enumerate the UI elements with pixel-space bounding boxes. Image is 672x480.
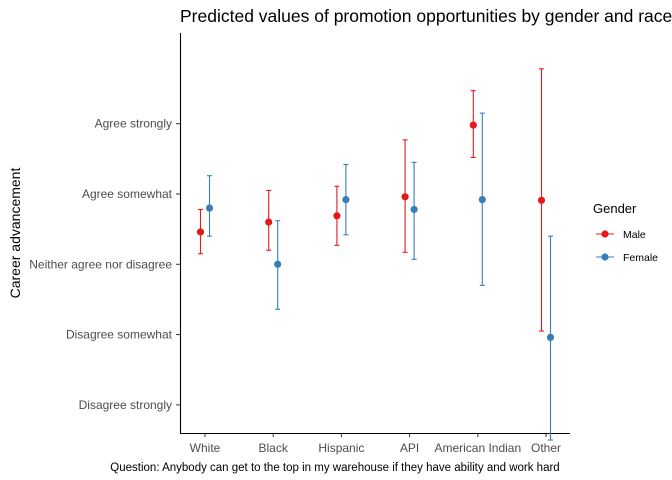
x-tick-label: Other xyxy=(531,441,561,455)
point-female xyxy=(205,204,214,212)
x-axis-title: Question: Anybody can get to the top in … xyxy=(110,462,559,474)
point-female xyxy=(342,196,350,204)
y-tick-label: Agree strongly xyxy=(95,117,172,131)
legend-key-point xyxy=(601,230,609,238)
y-axis-title: Career advancement xyxy=(7,168,23,299)
legend: Gender Male Female xyxy=(593,201,658,264)
y-tick-label: Disagree strongly xyxy=(79,398,172,412)
point-male xyxy=(469,121,477,129)
point-male xyxy=(537,196,546,204)
y-tick-label: Agree somewhat xyxy=(82,187,173,201)
point-male xyxy=(265,218,273,226)
legend-key-point xyxy=(601,253,609,261)
point-male xyxy=(401,193,409,201)
y-axis-ticks: Disagree strongly Disagree somewhat Neithe… xyxy=(29,117,180,412)
point-male xyxy=(333,212,341,220)
point-male xyxy=(196,228,205,236)
legend-title: Gender xyxy=(593,201,637,216)
point-female xyxy=(478,196,486,204)
x-tick-label: Hispanic xyxy=(318,441,364,455)
x-axis-ticks: White Black Hispanic API American Indian Othe… xyxy=(190,433,561,455)
x-tick-label: American Indian xyxy=(434,441,521,455)
x-tick-label: Black xyxy=(259,441,289,455)
x-tick-label: API xyxy=(400,441,419,455)
legend-label-male: Male xyxy=(623,229,646,241)
x-tick-label: White xyxy=(190,441,221,455)
chart-marks xyxy=(196,68,555,441)
point-female xyxy=(274,260,282,268)
y-tick-label: Disagree somewhat xyxy=(66,328,173,342)
legend-label-female: Female xyxy=(623,252,658,264)
point-female xyxy=(410,205,418,214)
chart-title: Predicted values of promotion opportunit… xyxy=(180,6,672,26)
point-female xyxy=(546,333,555,341)
y-tick-label: Neither agree nor disagree xyxy=(29,257,172,271)
